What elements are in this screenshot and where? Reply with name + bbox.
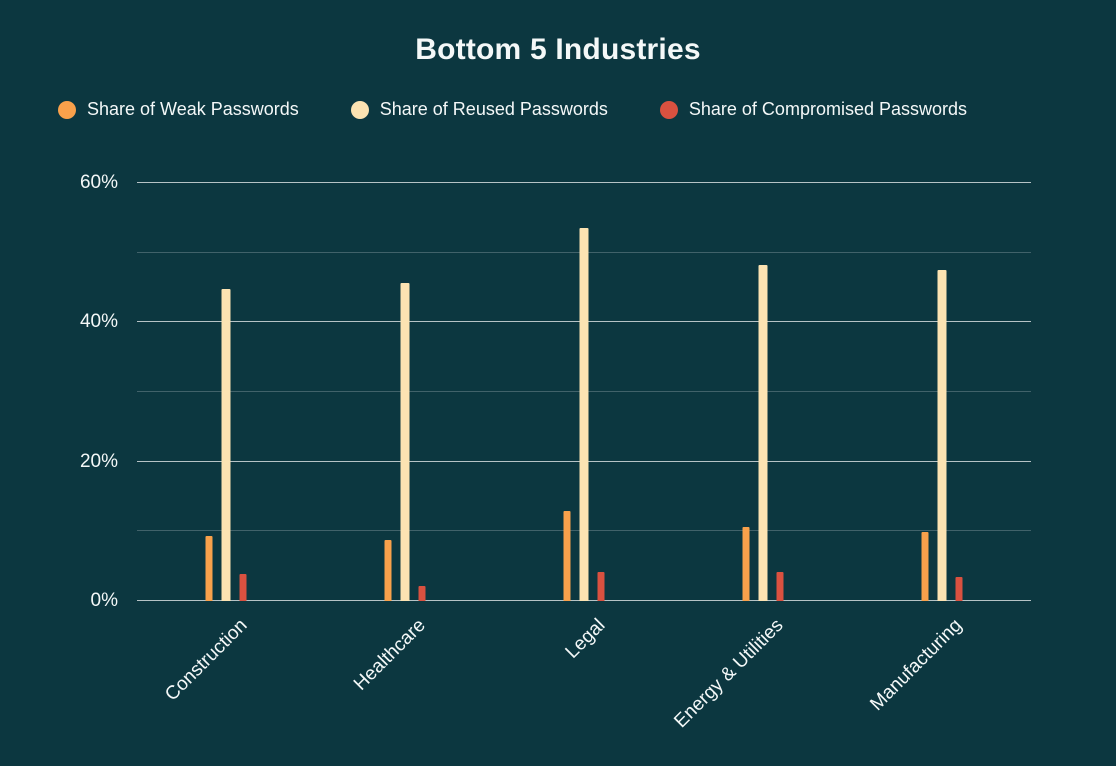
x-label-construction: Construction <box>160 615 252 706</box>
y-tick-20: 20% <box>79 450 118 472</box>
bar-construction-reused <box>221 288 231 601</box>
x-label-healthcare: Healthcare <box>350 615 431 695</box>
bar-legal-weak <box>563 511 571 601</box>
bar-group-healthcare <box>384 282 426 601</box>
legend: Share of Weak Passwords Share of Reused … <box>58 99 967 120</box>
x-label-energy-utilities: Energy & Utilities <box>670 615 788 733</box>
bar-healthcare-compromised <box>418 585 426 601</box>
bar-manufacturing-weak <box>921 532 929 601</box>
reused-passwords-swatch-icon <box>350 100 369 119</box>
bar-construction-compromised <box>239 573 247 601</box>
bar-group-energy-utilities <box>742 265 784 601</box>
bar-energy-utilities-weak <box>742 527 750 601</box>
weak-passwords-swatch-icon <box>58 100 76 119</box>
bar-energy-utilities-reused <box>758 265 768 601</box>
x-label-legal: Legal <box>561 615 609 663</box>
bar-healthcare-reused <box>400 282 410 601</box>
bar-legal-reused <box>579 228 589 601</box>
gridline-60 <box>137 182 1031 183</box>
y-tick-60: 60% <box>79 172 118 193</box>
legend-item-weak: Share of Weak Passwords <box>58 99 299 120</box>
y-tick-40: 40% <box>79 311 118 333</box>
legend-item-reused: Share of Reused Passwords <box>350 99 608 120</box>
legend-item-compromised: Share of Compromised Passwords <box>659 99 968 120</box>
compromised-passwords-swatch-icon <box>659 100 678 119</box>
bar-group-construction <box>205 288 247 601</box>
bar-legal-compromised <box>597 572 605 601</box>
plot-area: 0% 20% 40% 60% Construction Healthcare Legal En… <box>80 172 1031 732</box>
bar-healthcare-weak <box>384 539 392 601</box>
bar-construction-weak <box>205 535 213 601</box>
legend-label-reused: Share of Reused Passwords <box>379 99 608 119</box>
bar-group-manufacturing <box>921 270 963 601</box>
legend-label-weak: Share of Weak Passwords <box>87 99 299 119</box>
y-tick-0: 0% <box>90 590 118 611</box>
bar-manufacturing-compromised <box>955 577 963 601</box>
bar-energy-utilities-compromised <box>776 572 784 601</box>
bar-group-legal <box>563 228 605 601</box>
x-label-manufacturing: Manufacturing <box>866 615 967 715</box>
bar-manufacturing-reused <box>937 270 947 601</box>
legend-label-compromised: Share of Compromised Passwords <box>688 99 968 119</box>
page-title: Bottom 5 Industries <box>415 33 701 66</box>
